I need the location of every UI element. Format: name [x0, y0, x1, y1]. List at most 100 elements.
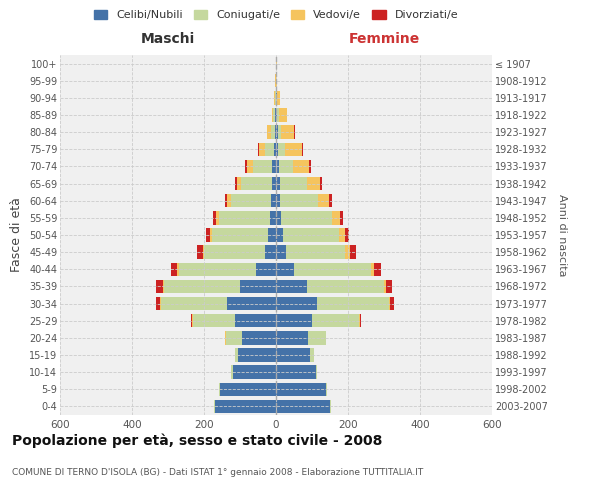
- Bar: [258, 142, 259, 156]
- Bar: [197, 246, 203, 259]
- Bar: [374, 262, 382, 276]
- Bar: [163, 280, 164, 293]
- Bar: [279, 160, 293, 173]
- Bar: [204, 246, 265, 259]
- Bar: [280, 194, 318, 207]
- Bar: [293, 160, 310, 173]
- Bar: [210, 228, 212, 241]
- Bar: [265, 246, 276, 259]
- Bar: [177, 262, 179, 276]
- Bar: [253, 160, 272, 173]
- Bar: [226, 331, 242, 344]
- Bar: [164, 280, 240, 293]
- Bar: [212, 228, 268, 241]
- Bar: [267, 126, 271, 139]
- Bar: [247, 160, 253, 173]
- Bar: [386, 280, 392, 293]
- Bar: [276, 194, 280, 207]
- Text: Popolazione per età, sesso e stato civile - 2008: Popolazione per età, sesso e stato civil…: [12, 434, 382, 448]
- Bar: [276, 348, 310, 362]
- Bar: [220, 382, 276, 396]
- Y-axis label: Fasce di età: Fasce di età: [10, 198, 23, 272]
- Bar: [235, 348, 238, 362]
- Bar: [160, 297, 161, 310]
- Bar: [330, 400, 331, 413]
- Bar: [274, 91, 275, 104]
- Bar: [170, 262, 177, 276]
- Bar: [308, 331, 326, 344]
- Bar: [346, 246, 350, 259]
- Text: Maschi: Maschi: [141, 32, 195, 46]
- Bar: [307, 280, 384, 293]
- Bar: [284, 142, 302, 156]
- Bar: [294, 262, 371, 276]
- Bar: [276, 126, 278, 139]
- Bar: [216, 211, 219, 224]
- Bar: [275, 126, 276, 139]
- Bar: [161, 297, 227, 310]
- Bar: [389, 297, 391, 310]
- Bar: [276, 91, 277, 104]
- Bar: [193, 314, 235, 328]
- Bar: [274, 108, 275, 122]
- Bar: [214, 400, 215, 413]
- Bar: [345, 228, 349, 241]
- Bar: [235, 314, 276, 328]
- Bar: [268, 228, 276, 241]
- Bar: [310, 160, 311, 173]
- Bar: [272, 108, 274, 122]
- Bar: [276, 246, 286, 259]
- Bar: [317, 297, 389, 310]
- Bar: [231, 366, 233, 379]
- Bar: [224, 194, 227, 207]
- Bar: [274, 142, 276, 156]
- Bar: [307, 177, 320, 190]
- Bar: [203, 246, 204, 259]
- Bar: [286, 246, 346, 259]
- Bar: [276, 160, 279, 173]
- Bar: [332, 211, 340, 224]
- Text: Femmine: Femmine: [349, 32, 419, 46]
- Bar: [276, 177, 280, 190]
- Bar: [281, 211, 332, 224]
- Bar: [276, 297, 317, 310]
- Bar: [259, 142, 265, 156]
- Bar: [212, 211, 216, 224]
- Bar: [350, 246, 356, 259]
- Bar: [329, 194, 332, 207]
- Bar: [157, 280, 163, 293]
- Bar: [191, 314, 193, 328]
- Bar: [276, 400, 330, 413]
- Bar: [238, 348, 276, 362]
- Bar: [310, 348, 314, 362]
- Bar: [320, 177, 322, 190]
- Bar: [276, 262, 294, 276]
- Bar: [318, 194, 329, 207]
- Y-axis label: Anni di nascita: Anni di nascita: [557, 194, 567, 276]
- Bar: [359, 314, 361, 328]
- Text: COMUNE DI TERNO D'ISOLA (BG) - Dati ISTAT 1° gennaio 2008 - Elaborazione TUTTITA: COMUNE DI TERNO D'ISOLA (BG) - Dati ISTA…: [12, 468, 423, 477]
- Bar: [276, 142, 278, 156]
- Bar: [227, 194, 231, 207]
- Bar: [276, 314, 312, 328]
- Bar: [276, 280, 307, 293]
- Bar: [272, 177, 276, 190]
- Bar: [276, 108, 277, 122]
- Bar: [276, 382, 326, 396]
- Bar: [278, 126, 281, 139]
- Bar: [278, 142, 284, 156]
- Bar: [339, 228, 345, 241]
- Bar: [276, 331, 308, 344]
- Bar: [271, 194, 276, 207]
- Bar: [277, 108, 279, 122]
- Bar: [340, 211, 343, 224]
- Bar: [280, 177, 307, 190]
- Bar: [371, 262, 374, 276]
- Bar: [316, 366, 317, 379]
- Bar: [237, 177, 241, 190]
- Bar: [283, 228, 339, 241]
- Bar: [206, 228, 210, 241]
- Bar: [219, 211, 269, 224]
- Bar: [231, 194, 271, 207]
- Bar: [233, 366, 276, 379]
